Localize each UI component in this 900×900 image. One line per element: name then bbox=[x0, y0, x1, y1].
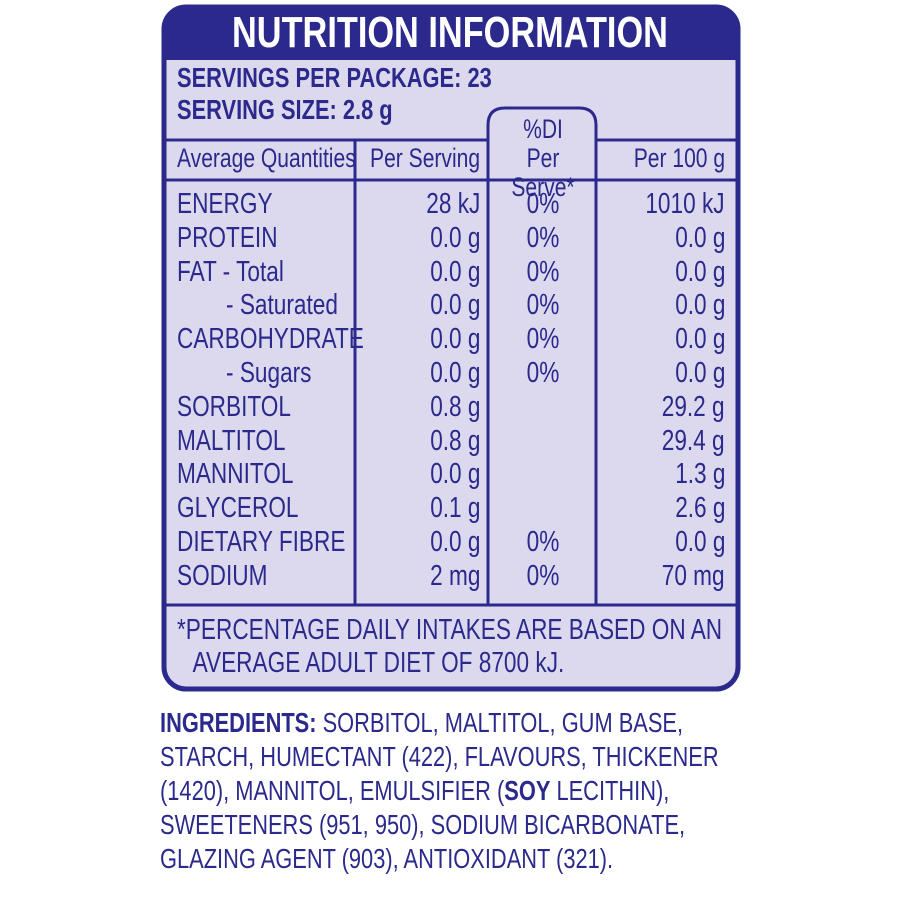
nutrient-name: - Saturated bbox=[226, 289, 338, 322]
per-100g: 1.3 g bbox=[674, 458, 725, 491]
per-100g: 0.0 g bbox=[674, 255, 725, 288]
per-100g: 0.0 g bbox=[674, 323, 725, 356]
nutrient-name: MANNITOL bbox=[177, 458, 294, 491]
column-header: Average Quantities bbox=[177, 143, 356, 173]
per-serving: 0.0 g bbox=[429, 289, 480, 322]
footnote: *PERCENTAGE DAILY INTAKES ARE BASED ON A… bbox=[177, 614, 723, 679]
allergen: SOY bbox=[504, 775, 551, 806]
per-serving: 0.0 g bbox=[429, 255, 480, 288]
per-100g: 0.0 g bbox=[674, 357, 725, 389]
nutrient-name: MALTITOL bbox=[177, 424, 286, 457]
per-serving: 28 kJ bbox=[425, 188, 480, 220]
daily-intake: 0% bbox=[526, 357, 560, 389]
ingredients: INGREDIENTS: SORBITOL, MALTITOL, GUM BAS… bbox=[160, 706, 741, 876]
nutrient-name: SODIUM bbox=[177, 559, 268, 592]
daily-intake: 0% bbox=[526, 323, 560, 356]
nutrient-name: GLYCEROL bbox=[177, 492, 299, 525]
daily-intake: 0% bbox=[526, 188, 560, 220]
per-serving: 0.8 g bbox=[429, 390, 480, 423]
per-serving: 0.0 g bbox=[429, 323, 480, 356]
daily-intake: 0% bbox=[526, 559, 560, 592]
per-serving: 0.1 g bbox=[429, 492, 480, 525]
ingredients-text: LECITHIN), SWEETENERS (951, 950), SODIUM… bbox=[160, 775, 686, 874]
per-100g: 1010 kJ bbox=[645, 188, 725, 220]
servings-per-package: SERVINGS PER PACKAGE: 23 bbox=[177, 62, 492, 93]
per-100g: 0.0 g bbox=[674, 526, 725, 558]
column-header: Per Serving bbox=[369, 143, 480, 173]
column-header: Per 100 g bbox=[633, 143, 725, 173]
per-100g: 0.0 g bbox=[674, 221, 725, 254]
ingredients-label: INGREDIENTS: bbox=[160, 707, 317, 738]
per-serving: 0.0 g bbox=[429, 357, 480, 389]
per-serving: 0.0 g bbox=[429, 221, 480, 254]
nutrient-name: ENERGY bbox=[177, 188, 273, 220]
per-100g: 29.4 g bbox=[662, 424, 725, 457]
per-100g: 70 mg bbox=[662, 559, 725, 592]
daily-intake: 0% bbox=[526, 526, 560, 558]
ingredients-text: SORBITOL, MALTITOL, GUM BASE, STARCH, HU… bbox=[160, 707, 719, 806]
column-header: %DI Per Serve* bbox=[511, 114, 575, 202]
nutrient-name: PROTEIN bbox=[177, 221, 278, 254]
daily-intake: 0% bbox=[526, 289, 560, 322]
per-serving: 0.0 g bbox=[429, 526, 480, 558]
nutrient-name: SORBITOL bbox=[177, 390, 291, 423]
per-serving: 0.0 g bbox=[429, 458, 480, 491]
nutrient-name: FAT - Total bbox=[177, 255, 284, 288]
daily-intake: 0% bbox=[526, 255, 560, 288]
nutrient-name: CARBOHYDRATE bbox=[177, 323, 364, 356]
daily-intake: 0% bbox=[526, 221, 560, 254]
per-serving: 2 mg bbox=[429, 559, 480, 592]
per-100g: 29.2 g bbox=[662, 390, 725, 423]
per-serving: 0.8 g bbox=[429, 424, 480, 457]
title: NUTRITION INFORMATION bbox=[232, 8, 668, 57]
nutrient-name: - Sugars bbox=[226, 357, 312, 389]
per-100g: 0.0 g bbox=[674, 289, 725, 322]
per-100g: 2.6 g bbox=[674, 492, 725, 525]
nutrient-name: DIETARY FIBRE bbox=[177, 526, 346, 558]
serving-size: SERVING SIZE: 2.8 g bbox=[177, 94, 393, 125]
